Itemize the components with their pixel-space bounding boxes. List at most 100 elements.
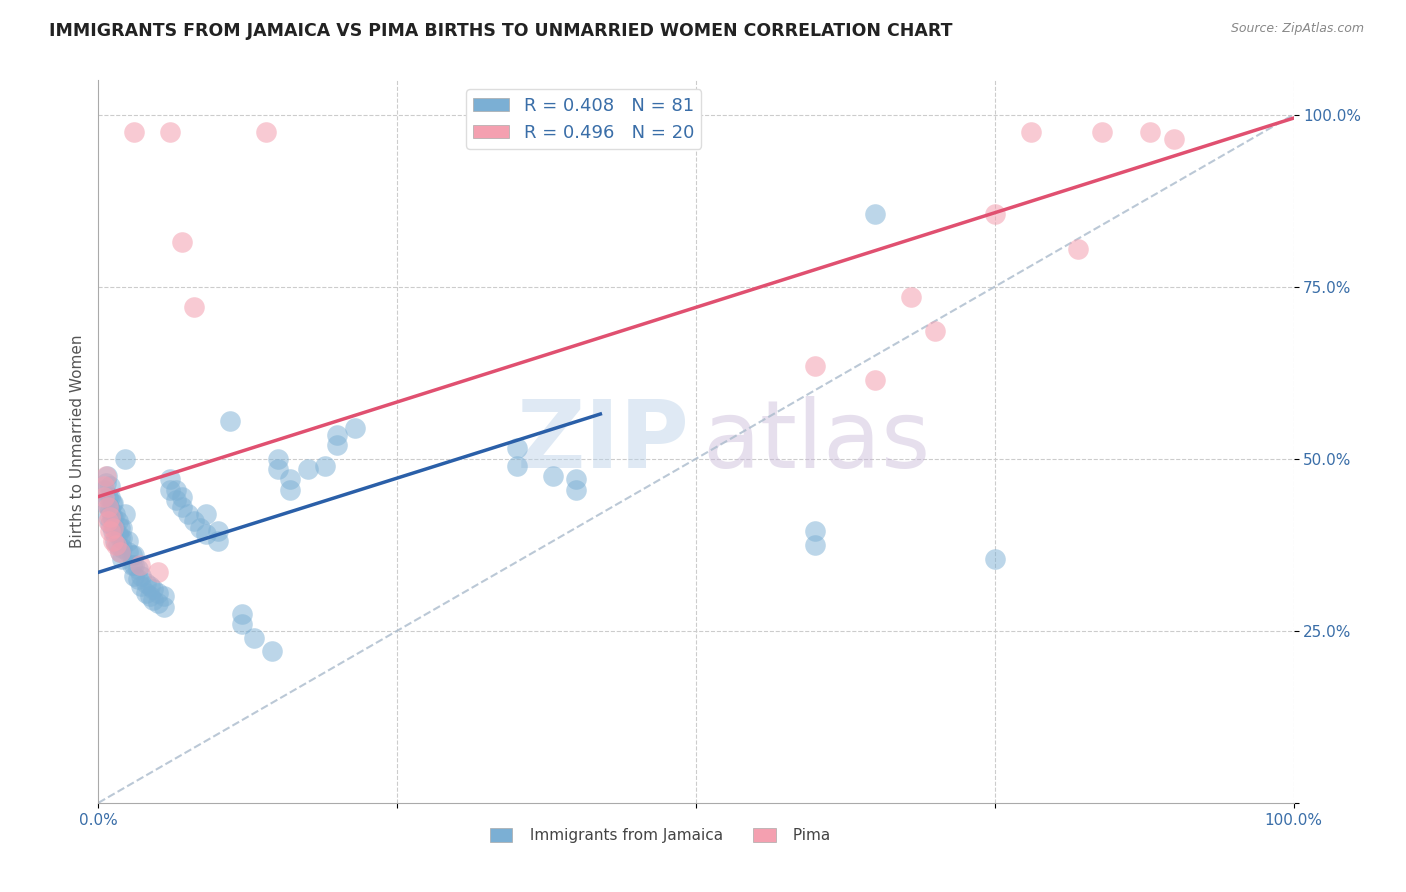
Point xyxy=(117,534,139,549)
Point xyxy=(124,548,146,562)
Point xyxy=(93,490,115,504)
Point xyxy=(98,503,122,517)
Point xyxy=(326,427,349,442)
Point xyxy=(984,207,1007,221)
Point xyxy=(195,527,218,541)
Point xyxy=(984,551,1007,566)
Point xyxy=(142,592,165,607)
Point xyxy=(183,514,205,528)
Point xyxy=(96,469,118,483)
Point xyxy=(98,510,122,524)
Point xyxy=(111,541,134,556)
Point xyxy=(93,483,115,497)
Point xyxy=(139,579,162,593)
Point xyxy=(121,558,143,573)
Point xyxy=(267,462,290,476)
Point xyxy=(104,520,127,534)
Point xyxy=(243,631,266,645)
Point xyxy=(105,538,128,552)
Point xyxy=(153,590,176,604)
Point xyxy=(117,544,139,558)
Point xyxy=(98,524,122,538)
Point xyxy=(108,544,131,558)
Point xyxy=(111,520,134,534)
Point xyxy=(97,490,120,504)
Point xyxy=(177,507,200,521)
Point xyxy=(111,551,134,566)
Point xyxy=(124,125,146,139)
Point xyxy=(148,586,170,600)
Point xyxy=(565,472,588,486)
Point xyxy=(1067,242,1090,256)
Point xyxy=(135,575,157,590)
Point xyxy=(165,493,187,508)
Point xyxy=(97,514,120,528)
Point xyxy=(1163,132,1185,146)
Point xyxy=(326,438,349,452)
Point xyxy=(254,125,277,139)
Point xyxy=(900,290,922,304)
Point xyxy=(278,483,301,497)
Point xyxy=(101,534,124,549)
Point xyxy=(344,421,367,435)
Point xyxy=(104,534,127,549)
Point xyxy=(148,596,170,610)
Point xyxy=(541,469,564,483)
Point xyxy=(195,507,218,521)
Point xyxy=(131,579,153,593)
Point xyxy=(219,414,242,428)
Point xyxy=(267,451,290,466)
Point xyxy=(98,490,122,504)
Point xyxy=(142,582,165,597)
Text: ZIP: ZIP xyxy=(517,395,690,488)
Point xyxy=(865,207,887,221)
Point xyxy=(107,538,129,552)
Point xyxy=(101,520,124,534)
Point xyxy=(94,475,117,490)
Point xyxy=(804,359,827,373)
Point xyxy=(114,451,136,466)
Point xyxy=(148,566,170,580)
Point xyxy=(129,558,152,573)
Point xyxy=(1019,125,1042,139)
Point xyxy=(297,462,319,476)
Point xyxy=(108,520,131,534)
Point xyxy=(172,490,194,504)
Point xyxy=(101,496,124,510)
Point xyxy=(101,524,124,538)
Point xyxy=(127,562,149,576)
Point xyxy=(165,483,187,497)
Text: IMMIGRANTS FROM JAMAICA VS PIMA BIRTHS TO UNMARRIED WOMEN CORRELATION CHART: IMMIGRANTS FROM JAMAICA VS PIMA BIRTHS T… xyxy=(49,22,953,40)
Point xyxy=(98,479,122,493)
Point xyxy=(506,442,529,456)
Point xyxy=(107,527,129,541)
Point xyxy=(139,590,162,604)
Point xyxy=(93,496,115,510)
Point xyxy=(207,534,229,549)
Y-axis label: Births to Unmarried Women: Births to Unmarried Women xyxy=(69,334,84,549)
Point xyxy=(260,644,283,658)
Point xyxy=(93,479,115,493)
Point xyxy=(127,572,149,586)
Point xyxy=(114,507,136,521)
Point xyxy=(183,301,205,315)
Point xyxy=(124,558,146,573)
Text: atlas: atlas xyxy=(702,395,931,488)
Point xyxy=(100,510,122,524)
Legend:  Immigrants from Jamaica,  Pima: Immigrants from Jamaica, Pima xyxy=(484,822,837,849)
Point xyxy=(100,496,122,510)
Point xyxy=(804,524,827,538)
Point xyxy=(104,507,127,521)
Text: Source: ZipAtlas.com: Source: ZipAtlas.com xyxy=(1230,22,1364,36)
Point xyxy=(98,500,121,514)
Point xyxy=(924,325,946,339)
Point xyxy=(565,483,588,497)
Point xyxy=(207,524,229,538)
Point xyxy=(159,483,181,497)
Point xyxy=(278,472,301,486)
Point xyxy=(124,568,146,582)
Point xyxy=(94,469,117,483)
Point xyxy=(97,500,120,514)
Point xyxy=(111,531,134,545)
Point xyxy=(131,568,153,582)
